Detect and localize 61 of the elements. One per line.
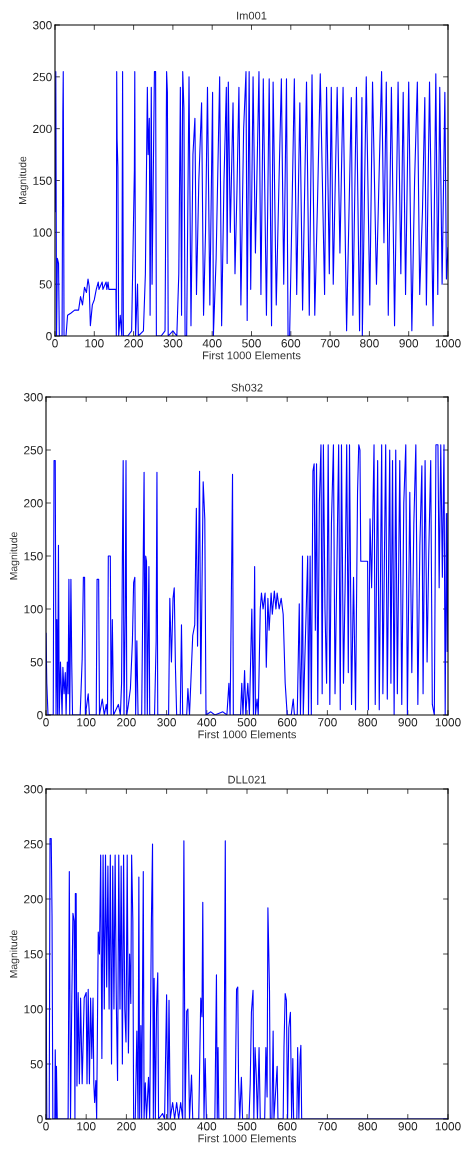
y-tick-label: 200 bbox=[33, 124, 52, 134]
y-tick-label: 150 bbox=[33, 176, 52, 185]
y-tick-label: 50 bbox=[39, 280, 52, 289]
y-tick-label: 0 bbox=[37, 1115, 43, 1124]
x-tick-label: 500 bbox=[237, 1122, 257, 1131]
x-tick-label: 200 bbox=[117, 1122, 136, 1131]
y-tick-label: 50 bbox=[30, 1060, 43, 1069]
y-tick-label: 100 bbox=[33, 228, 52, 237]
x-tick-label: 500 bbox=[237, 718, 257, 727]
x-tick-label: 200 bbox=[124, 339, 143, 348]
x-tick-label: 0 bbox=[52, 339, 58, 348]
x-tick-label: 700 bbox=[318, 718, 337, 727]
x-axis-title: First 1000 Elements bbox=[198, 730, 297, 739]
x-tick-label: 800 bbox=[358, 718, 377, 727]
x-tick-label: 100 bbox=[85, 339, 104, 348]
y-tick-label: 300 bbox=[32, 21, 52, 30]
x-tick-label: 300 bbox=[163, 339, 183, 348]
y-tick-label: 100 bbox=[24, 605, 43, 614]
y-tick-label: 300 bbox=[23, 785, 43, 794]
x-axis-title: First 1000 Elements bbox=[203, 351, 301, 360]
x-tick-label: 800 bbox=[360, 339, 379, 348]
x-tick-label: 800 bbox=[358, 1122, 377, 1131]
x-tick-label: 500 bbox=[242, 339, 261, 348]
y-tick-label: 150 bbox=[24, 552, 43, 561]
chart-title: Sh032 bbox=[231, 383, 263, 392]
y-tick-label: 200 bbox=[24, 499, 43, 508]
chart-title: DLL021 bbox=[228, 775, 266, 784]
x-tick-label: 400 bbox=[197, 718, 217, 727]
x-tick-label: 600 bbox=[277, 718, 297, 727]
x-tick-label: 600 bbox=[281, 339, 301, 348]
y-tick-label: 100 bbox=[24, 1005, 43, 1014]
x-tick-label: 900 bbox=[399, 339, 419, 348]
y-tick-label: 150 bbox=[24, 950, 43, 959]
x-tick-label: 200 bbox=[117, 718, 136, 727]
x-tick-label: 100 bbox=[77, 718, 96, 727]
x-tick-label: 700 bbox=[318, 1122, 337, 1131]
x-tick-label: 400 bbox=[197, 1122, 217, 1131]
x-tick-label: 100 bbox=[77, 1122, 96, 1131]
y-tick-label: 0 bbox=[46, 332, 52, 341]
y-tick-label: 250 bbox=[24, 840, 43, 849]
y-tick-label: 250 bbox=[33, 72, 52, 82]
y-tick-label: 0 bbox=[37, 711, 43, 720]
x-tick-label: 600 bbox=[277, 1122, 297, 1131]
x-tick-label: 900 bbox=[398, 718, 418, 727]
x-tick-label: 1000 bbox=[435, 718, 461, 727]
y-tick-label: 250 bbox=[24, 446, 43, 455]
y-axis-title: Magnitude bbox=[9, 930, 20, 978]
x-tick-label: 1000 bbox=[435, 1122, 461, 1131]
y-tick-label: 200 bbox=[24, 895, 43, 904]
chart-title: Im001 bbox=[237, 11, 267, 20]
x-tick-label: 1000 bbox=[435, 339, 461, 348]
y-tick-label: 300 bbox=[23, 393, 43, 402]
x-tick-label: 300 bbox=[157, 1122, 176, 1131]
x-tick-label: 700 bbox=[320, 339, 340, 348]
y-axis-title: Magnitude bbox=[18, 156, 29, 204]
x-tick-label: 900 bbox=[398, 1122, 418, 1131]
y-tick-label: 50 bbox=[30, 658, 43, 667]
x-axis-title: First 1000 Elements bbox=[198, 1134, 297, 1143]
y-axis-title: Magnitude bbox=[9, 532, 20, 580]
x-tick-label: 400 bbox=[202, 339, 222, 348]
x-tick-label: 300 bbox=[157, 718, 176, 727]
